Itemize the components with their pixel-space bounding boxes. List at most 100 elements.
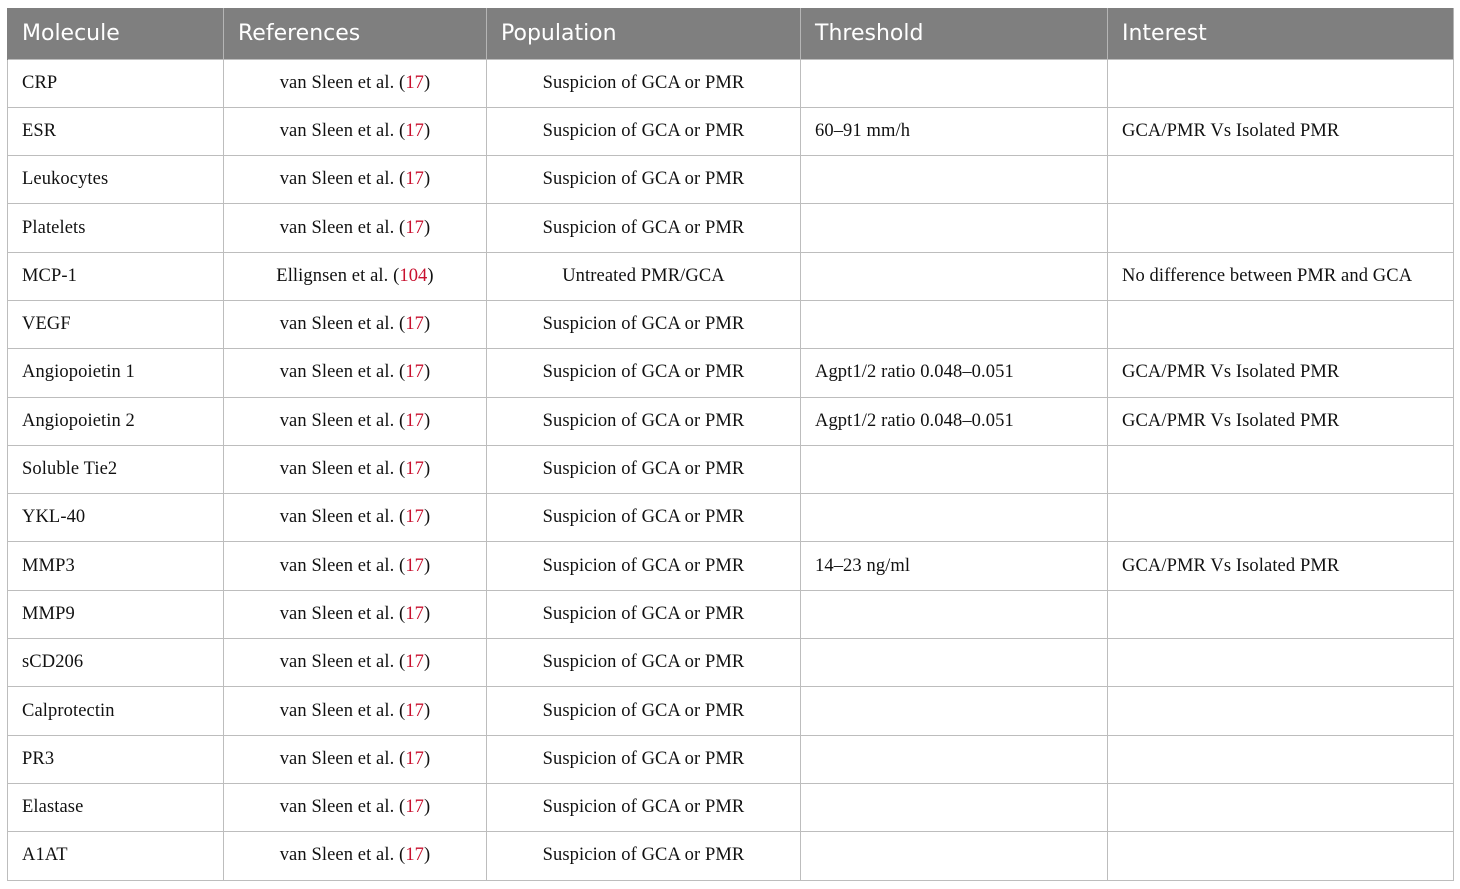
table-header: Molecule References Population Threshold… [7,8,1454,59]
reference-cell: van Sleen et al. (17) [223,638,487,688]
reference-authors: van Sleen et al. [279,362,395,383]
threshold-cell [800,734,1108,784]
interest-cell [1107,58,1454,108]
table-row: YKL-40 van Sleen et al. (17) Suspicion of … [7,493,1454,543]
reference-authors: van Sleen et al. [279,845,395,866]
molecule-cell: MCP-1 [7,251,224,301]
threshold-cell [800,155,1108,205]
interest-cell [1107,831,1454,881]
threshold-cell [800,203,1108,253]
reference-link[interactable]: 17 [405,652,425,673]
reference-paren-close: ) [424,169,431,190]
reference-link[interactable]: 17 [405,555,425,576]
header-population: Population [486,8,801,59]
population-cell: Suspicion of GCA or PMR [486,299,801,350]
population-cell: Suspicion of GCA or PMR [486,396,801,446]
population-cell: Untreated PMR/GCA [486,251,801,301]
reference-cell: van Sleen et al. (17) [223,299,487,350]
interest-cell [1107,686,1454,736]
interest-cell [1107,782,1454,833]
reference-authors: van Sleen et al. [279,797,395,818]
reference-link[interactable]: 17 [405,507,425,528]
reference-cell: van Sleen et al. (17) [223,686,487,736]
molecule-cell: VEGF [7,299,224,350]
reference-authors: van Sleen et al. [279,120,395,141]
reference-link[interactable]: 17 [405,410,425,431]
reference-paren-close: ) [424,314,431,335]
reference-paren-close: ) [424,507,431,528]
molecule-cell: Calprotectin [7,686,224,736]
molecule-cell: Leukocytes [7,155,224,205]
reference-link[interactable]: 17 [405,845,425,866]
reference-link[interactable]: 17 [405,603,425,624]
reference-link[interactable]: 17 [405,314,425,335]
molecule-cell: A1AT [7,831,224,881]
table-row: Platelets van Sleen et al. (17) Suspicion … [7,203,1454,253]
threshold-cell [800,58,1108,108]
reference-link[interactable]: 17 [405,748,425,769]
reference-paren-close: ) [427,265,434,286]
reference-paren-open: ( [394,120,406,141]
interest-cell: GCA/PMR Vs Isolated PMR [1107,541,1454,591]
threshold-cell [800,638,1108,688]
molecule-cell: sCD206 [7,638,224,688]
reference-link[interactable]: 17 [405,120,425,141]
population-cell: Suspicion of GCA or PMR [486,541,801,591]
reference-link[interactable]: 17 [405,797,425,818]
reference-cell: van Sleen et al. (17) [223,541,487,591]
reference-cell: van Sleen et al. (17) [223,348,487,398]
population-cell: Suspicion of GCA or PMR [486,444,801,495]
reference-paren-open: ( [394,507,406,528]
molecule-cell: ESR [7,106,224,157]
population-cell: Suspicion of GCA or PMR [486,348,801,398]
reference-paren-open: ( [394,72,406,93]
threshold-cell: 14–23 ng/ml [800,541,1108,591]
reference-paren-open: ( [394,700,406,721]
interest-cell: GCA/PMR Vs Isolated PMR [1107,106,1454,157]
reference-cell: van Sleen et al. (17) [223,444,487,495]
threshold-cell [800,493,1108,543]
reference-link[interactable]: 17 [405,72,425,93]
reference-paren-open: ( [388,265,400,286]
reference-link[interactable]: 17 [405,217,425,238]
reference-link[interactable]: 17 [405,459,425,480]
reference-authors: van Sleen et al. [279,652,395,673]
reference-cell: van Sleen et al. (17) [223,155,487,205]
reference-paren-close: ) [424,797,431,818]
reference-link[interactable]: 17 [405,362,425,383]
reference-authors: van Sleen et al. [279,700,395,721]
reference-paren-close: ) [424,120,431,141]
threshold-cell [800,831,1108,881]
threshold-cell [800,251,1108,301]
reference-cell: van Sleen et al. (17) [223,58,487,108]
reference-paren-open: ( [394,555,406,576]
reference-cell: Ellignsen et al. (104) [223,251,487,301]
reference-link[interactable]: 104 [399,265,428,286]
reference-paren-close: ) [424,603,431,624]
reference-paren-open: ( [394,314,406,335]
interest-cell [1107,638,1454,688]
reference-link[interactable]: 17 [405,169,425,190]
population-cell: Suspicion of GCA or PMR [486,638,801,688]
reference-authors: van Sleen et al. [279,603,395,624]
reference-authors: van Sleen et al. [279,748,395,769]
population-cell: Suspicion of GCA or PMR [486,782,801,833]
threshold-cell [800,782,1108,833]
molecule-cell: Angiopoietin 1 [7,348,224,398]
reference-paren-open: ( [394,362,406,383]
reference-paren-close: ) [424,748,431,769]
reference-authors: van Sleen et al. [279,217,395,238]
reference-paren-close: ) [424,72,431,93]
reference-link[interactable]: 17 [405,700,425,721]
population-cell: Suspicion of GCA or PMR [486,58,801,108]
reference-authors: van Sleen et al. [279,169,395,190]
population-cell: Suspicion of GCA or PMR [486,589,801,640]
reference-paren-open: ( [394,845,406,866]
header-molecule: Molecule [7,8,224,59]
reference-cell: van Sleen et al. (17) [223,106,487,157]
threshold-cell: 60–91 mm/h [800,106,1108,157]
reference-paren-open: ( [394,797,406,818]
threshold-cell [800,686,1108,736]
table-row: PR3 van Sleen et al. (17) Suspicion of GCA… [7,734,1454,784]
table-body: CRP van Sleen et al. (17) Suspicion of GCA… [7,58,1454,881]
